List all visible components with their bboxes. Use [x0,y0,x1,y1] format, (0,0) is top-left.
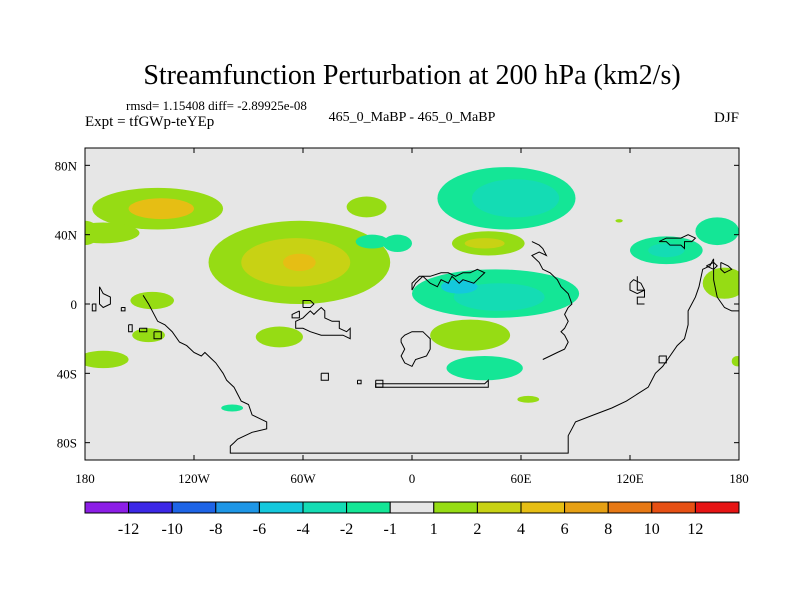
colorbar-box [433,501,478,514]
x-tick-label: 60W [290,471,316,486]
coastline-layer [91,234,739,454]
y-tick-label: 80N [55,158,78,173]
anomaly-east-asia-small [615,219,623,223]
coastline-11 [411,268,486,291]
colorbar-box [346,501,391,514]
coastline-14 [99,286,111,309]
coastline-19 [153,331,162,340]
colorbar-box [564,501,609,514]
colorbar-box [84,501,130,514]
colorbar-label: 10 [644,521,660,538]
anomaly-atlantic-trough-small [355,234,389,249]
anomaly-pacific-jet-low-core [648,243,685,258]
coastline-6 [357,379,362,385]
map-area [84,147,740,461]
colorbar-box [651,501,696,514]
y-tick-label: 40N [55,228,78,243]
anomaly-south-indian-trough [446,356,523,381]
anomaly-africa-low-inner [441,279,478,294]
coastline-21 [720,261,733,274]
anomaly-east-south-small [731,356,739,367]
coastline-13 [636,276,645,305]
coastline-17 [128,324,133,333]
colorbar-label: -12 [118,521,139,538]
coastline-2 [302,300,315,308]
expt-label: Expt = tfGWp-teYEp [85,114,214,130]
colorbar-label: 8 [604,521,612,538]
coastline-8 [375,379,489,388]
x-tick-label: 0 [409,471,416,486]
anomaly-atlantic-europe-small [382,234,412,252]
y-tick-label: 40S [57,366,77,381]
y-axis: 80N 40N 0 40S 80S [55,158,739,451]
y-tick-label: 80S [57,436,77,451]
anomaly-asia-ridge-core [464,238,505,249]
x-tick-label: 120E [616,471,644,486]
anomaly-central-pacific-blob [130,291,175,310]
colorbar: -12 -10 -8 -6 -4 -2 -1 1 2 4 6 8 10 12 [84,501,740,538]
anomaly-west-pacific-strip-east [85,222,140,244]
colorbar-label: 1 [430,521,438,538]
anomaly-southern-ocean-small [221,404,244,412]
anomaly-africa-low-core [453,283,545,311]
coastline-5 [320,372,329,381]
colorbar-label: 4 [517,521,525,538]
coastline-18 [139,327,148,333]
coastline-15 [91,303,97,312]
anomaly-east-equatorial-ridge [702,267,739,299]
anomaly-far-east-pacific-low [695,217,739,246]
colorbar-box [258,501,304,514]
colorbar-box [476,501,522,514]
coastline-10 [658,355,667,364]
anomaly-layer [85,167,739,412]
anomaly-north-pacific-ridge-core [128,198,194,220]
colorbar-label: -10 [162,521,183,538]
x-tick-label: 180 [729,471,749,486]
x-axis: 180 120W 60W 0 60E 120E 180 [75,148,749,486]
colorbar-label: 6 [561,521,569,538]
anomaly-subtropical-pacific-small [132,328,165,343]
colorbar-box [607,501,653,514]
colorbar-label: 2 [473,521,481,538]
colorbar-box [389,501,435,514]
y-tick-label: 0 [71,297,78,312]
x-tick-label: 180 [75,471,95,486]
anomaly-north-america-high-core [283,253,316,272]
colorbar-box [694,501,740,514]
anomaly-south-america-ridge [255,326,303,348]
coastline-0 [142,258,739,454]
colorbar-label: -8 [209,521,222,538]
colorbar-label: -1 [384,521,397,538]
coastline-22 [706,261,718,270]
anomaly-north-atlantic-small [346,196,387,218]
stats-label: rmsd= 1.15408 diff= -2.89925e-08 [126,98,307,113]
colorbar-box [520,501,566,514]
anomaly-indian-ocean-ridge [430,319,511,351]
season-label: DJF [714,110,739,126]
coastline-16 [120,307,126,312]
colorbar-label: 12 [687,521,703,538]
colorbar-box [302,501,348,514]
coastline-3 [291,310,300,319]
colorbar-label: -6 [253,521,266,538]
x-tick-label: 120W [178,471,211,486]
colorbar-label: -4 [296,521,309,538]
coastline-1 [295,306,351,340]
coastline-9 [531,241,573,360]
anomaly-southern-indian-small [517,395,540,403]
chart-title: Streamfunction Perturbation at 200 hPa (… [143,60,680,91]
x-tick-label: 60E [511,471,532,486]
colorbar-label: -2 [340,521,353,538]
coastline-20 [658,234,697,250]
colorbar-box [128,501,173,514]
anomaly-south-pacific-west [85,350,129,369]
case-label: 465_0_MaBP - 465_0_MaBP [329,110,496,125]
colorbar-box [171,501,217,514]
coastline-4 [400,331,431,368]
colorbar-box [215,501,260,514]
anomaly-eurasia-low-core [471,179,560,218]
